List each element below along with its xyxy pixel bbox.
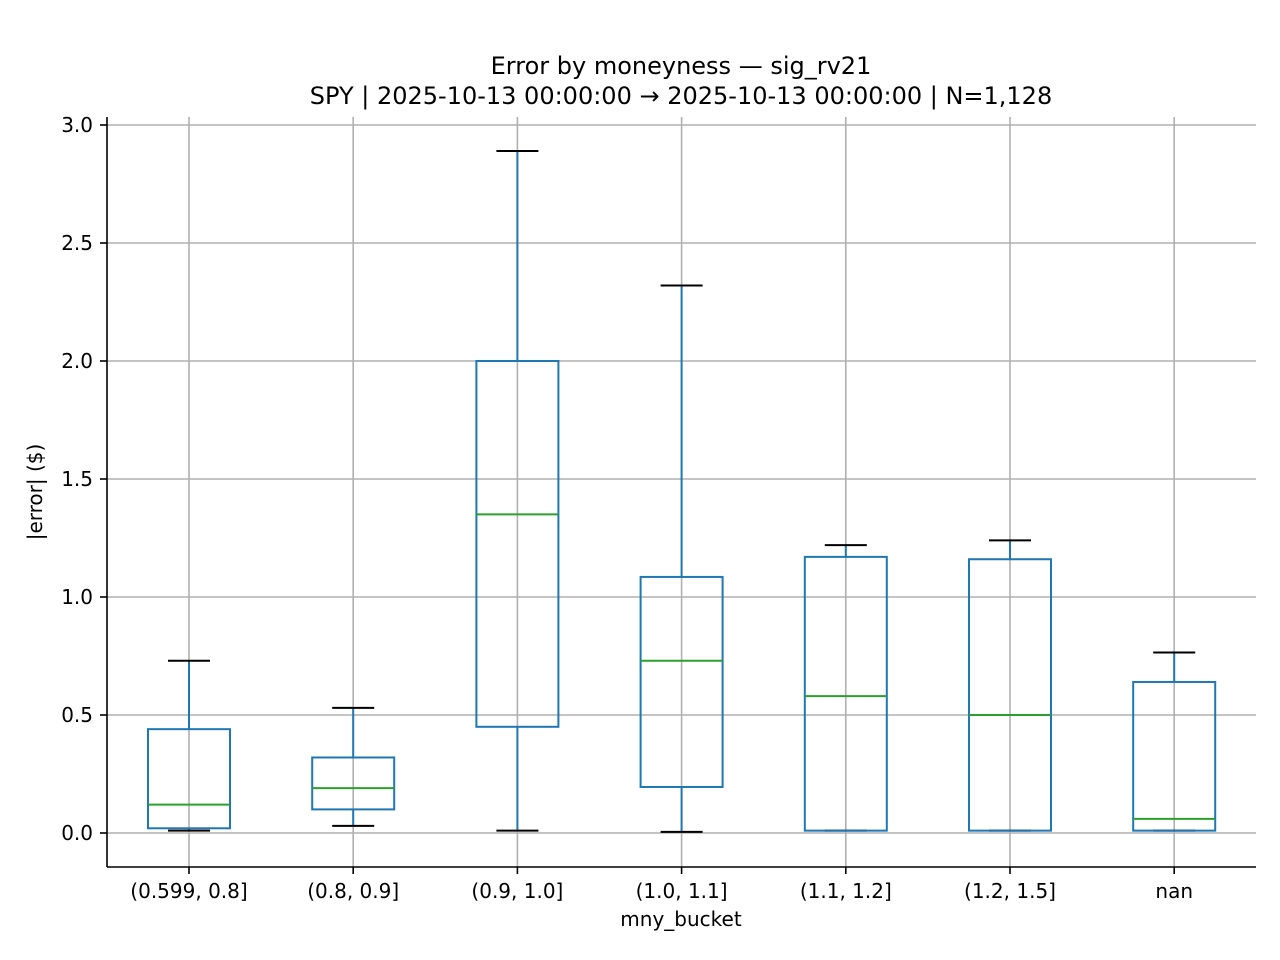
box-iqr (1132, 680, 1217, 832)
boxes-layer (147, 149, 1217, 833)
x-axis-label: mny_bucket (620, 907, 742, 931)
x-tick-label: (1.2, 1.5] (964, 879, 1056, 903)
x-tick-label: nan (1155, 879, 1193, 903)
x-tick-label: (1.1, 1.2] (800, 879, 892, 903)
box-group (968, 539, 1052, 832)
box-group (475, 149, 560, 832)
x-tick-label: (0.9, 1.0] (471, 879, 563, 903)
y-tick-label: 1.0 (61, 585, 93, 609)
x-tick-label: (0.8, 0.9] (307, 879, 399, 903)
chart-title: Error by moneyness — sig_rv21 (491, 52, 872, 80)
x-tick-label: (1.0, 1.1] (636, 879, 728, 903)
y-tick-label: 0.5 (61, 703, 93, 727)
y-axis-label: |error| ($) (23, 444, 47, 541)
box-iqr (968, 558, 1052, 832)
box-group (311, 706, 396, 827)
box-iqr (147, 728, 231, 830)
chart-subtitle: SPY | 2025-10-13 00:00:00 → 2025-10-13 0… (310, 82, 1052, 110)
y-tick-label: 2.5 (61, 231, 93, 255)
x-tick-label: (0.599, 0.8] (130, 879, 247, 903)
y-tick-labels: 0.0 0.5 1.0 1.5 2.0 2.5 3.0 (61, 113, 93, 845)
box-group (639, 284, 724, 833)
box-group (803, 544, 888, 832)
box-iqr (311, 756, 396, 811)
y-tick-label: 2.0 (61, 349, 93, 373)
box-group (147, 659, 231, 832)
box-iqr (475, 360, 560, 728)
box-group (1132, 651, 1217, 832)
box-iqr (803, 555, 888, 832)
box-iqr (639, 575, 724, 788)
x-tick-labels: (0.599, 0.8] (0.8, 0.9] (0.9, 1.0] (1.0, 1.… (130, 879, 1193, 903)
axes-layer (100, 117, 1256, 874)
y-tick-label: 1.5 (61, 467, 93, 491)
y-tick-label: 3.0 (61, 113, 93, 137)
y-tick-label: 0.0 (61, 821, 93, 845)
